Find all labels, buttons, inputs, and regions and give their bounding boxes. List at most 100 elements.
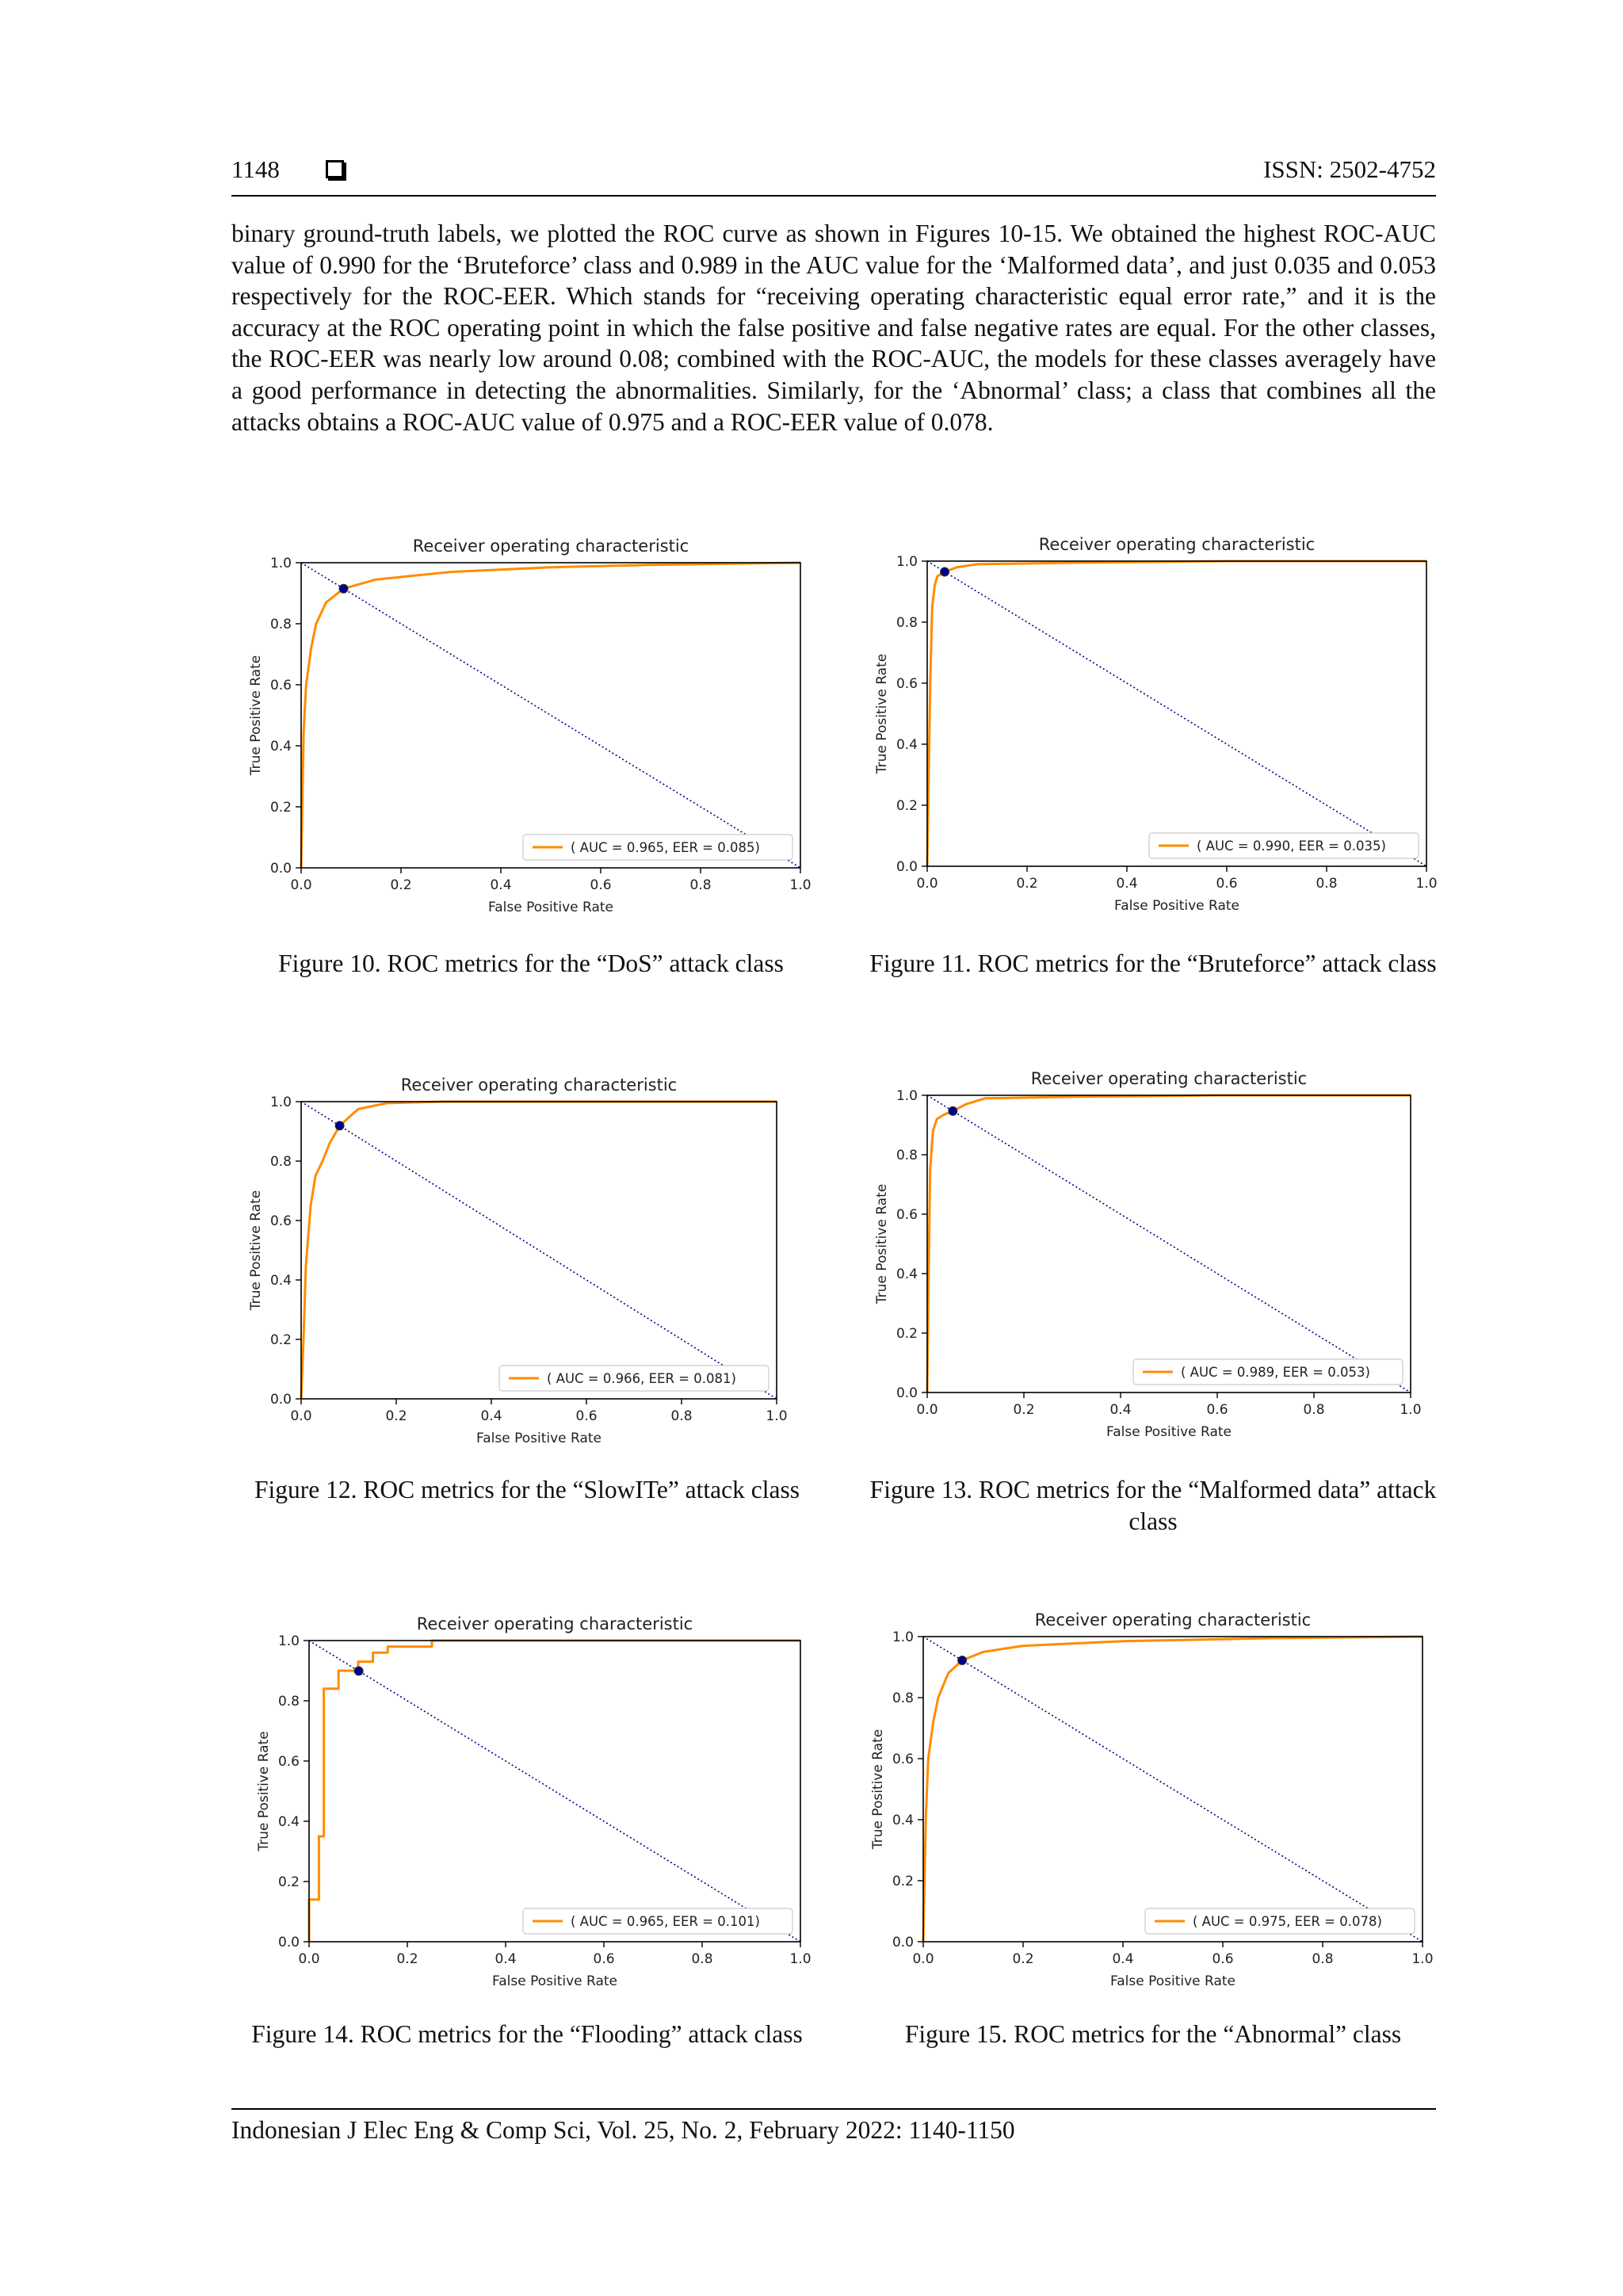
legend-label: ( AUC = 0.989, EER = 0.053) [1181, 1365, 1370, 1380]
x-tick-label: 0.2 [1013, 1402, 1034, 1418]
y-axis-label: True Positive Rate [256, 1731, 272, 1851]
figure-11-caption: Figure 11. ROC metrics for the “Brutefor… [869, 949, 1437, 977]
chance-diagonal-line [300, 1101, 777, 1400]
x-tick-label: 0.4 [1116, 876, 1137, 892]
x-tick-label: 0.0 [916, 876, 938, 892]
figure-15-chart: Receiver operating characteristic 0.0 0.2 0… [860, 1589, 1434, 2001]
x-tick-label: 0.0 [290, 877, 311, 893]
x-tick-label: 0.0 [916, 1402, 938, 1418]
x-tick-label: 0.8 [1316, 876, 1337, 892]
figure-13-caption: Figure 13. ROC metrics for the “Malforme… [869, 1476, 1437, 1535]
y-tick-label: 0.4 [270, 1273, 292, 1289]
y-tick-label: 0.4 [896, 737, 918, 753]
y-tick-label: 0.8 [270, 617, 292, 632]
x-tick-label: 0.0 [290, 1408, 311, 1424]
roc-chart-svg: Receiver operating characteristic 0.0 0.2 0… [874, 535, 1438, 914]
roc-chart-svg: Receiver operating characteristic 0.0 0.2 0… [248, 1075, 788, 1446]
x-tick-label: 0.2 [1016, 876, 1037, 892]
y-tick-label: 1.0 [896, 1088, 918, 1104]
eer-point-marker [948, 1106, 958, 1116]
figure-15-caption: Figure 15. ROC metrics for the “Abnormal… [904, 2020, 1402, 2048]
legend-box [1132, 1358, 1403, 1385]
y-tick-label: 1.0 [270, 556, 292, 571]
legend-label: ( AUC = 0.975, EER = 0.078) [1193, 1914, 1382, 1929]
y-tick-label: 0.0 [270, 861, 292, 877]
y-tick-label: 1.0 [278, 1633, 300, 1649]
chart-legend: ( AUC = 0.966, EER = 0.081) [498, 1365, 769, 1392]
x-tick-label: 0.0 [298, 1951, 319, 1967]
y-tick-label: 0.2 [892, 1874, 914, 1889]
y-tick-label: 0.4 [892, 1813, 914, 1828]
x-axis-label: False Positive Rate [1114, 898, 1239, 914]
chart-legend: ( AUC = 0.975, EER = 0.078) [1144, 1908, 1415, 1935]
chart-legend: ( AUC = 0.990, EER = 0.035) [1148, 832, 1419, 859]
legend-box [522, 1908, 793, 1935]
x-tick-label: 0.8 [1312, 1951, 1333, 1967]
x-tick-label: 1.0 [789, 1951, 811, 1967]
y-tick-label: 0.4 [270, 739, 292, 755]
y-tick-label: 0.8 [270, 1154, 292, 1170]
y-tick-label: 0.0 [896, 1385, 918, 1401]
eer-point-marker [957, 1656, 968, 1666]
x-tick-label: 1.0 [1415, 876, 1437, 892]
y-tick-label: 0.0 [892, 1935, 914, 1950]
plot-frame [926, 1095, 1411, 1393]
y-tick-label: 1.0 [892, 1629, 914, 1645]
legend-label: ( AUC = 0.965, EER = 0.085) [571, 840, 760, 855]
chart-title: Receiver operating characteristic [413, 537, 689, 556]
x-axis-label: False Positive Rate [492, 1973, 617, 1989]
x-tick-label: 0.2 [385, 1408, 407, 1424]
y-tick-label: 0.0 [270, 1392, 292, 1408]
footer-citation: Indonesian J Elec Eng & Comp Sci, Vol. 2… [231, 2116, 1015, 2144]
y-tick-label: 0.8 [896, 615, 918, 631]
eer-point-marker [334, 1121, 345, 1131]
x-tick-label: 0.8 [1303, 1402, 1324, 1418]
legend-box [1144, 1908, 1415, 1935]
y-tick-label: 0.6 [270, 678, 292, 693]
roc-curve-line [926, 1094, 1411, 1393]
chance-diagonal-line [308, 1640, 801, 1943]
y-axis-label: True Positive Rate [248, 1190, 264, 1311]
eer-point-marker [940, 567, 950, 577]
x-tick-label: 0.8 [689, 877, 711, 893]
chance-diagonal-line [926, 560, 1427, 867]
figure-10-caption: Figure 10. ROC metrics for the “DoS” att… [278, 949, 784, 977]
y-tick-label: 0.2 [270, 800, 292, 816]
roc-curve-line [300, 1100, 777, 1400]
plot-frame [926, 560, 1427, 867]
x-axis-label: False Positive Rate [476, 1431, 601, 1446]
x-tick-label: 1.0 [1411, 1951, 1433, 1967]
y-tick-label: 0.2 [896, 1326, 918, 1342]
x-tick-label: 0.4 [1109, 1402, 1131, 1418]
chart-title: Receiver operating characteristic [401, 1075, 677, 1095]
y-tick-label: 0.2 [270, 1332, 292, 1348]
body-text: binary ground-truth labels, we plotted t… [231, 218, 1436, 437]
page-header: 1148 ISSN: 2502-4752 [231, 155, 1436, 197]
roc-chart-svg: Receiver operating characteristic 0.0 0.2 0… [256, 1614, 812, 1989]
y-axis-label: True Positive Rate [874, 654, 890, 774]
figure-12-caption: Figure 12. ROC metrics for the “SlowITe”… [254, 1476, 800, 1503]
issn: ISSN: 2502-4752 [1263, 155, 1436, 183]
x-tick-label: 0.8 [670, 1408, 692, 1424]
y-tick-label: 0.8 [892, 1690, 914, 1706]
plot-frame [300, 562, 801, 869]
roc-chart-svg: Receiver operating characteristic 0.0 0.2 0… [870, 1610, 1434, 1989]
y-tick-label: 1.0 [270, 1095, 292, 1110]
chart-legend: ( AUC = 0.989, EER = 0.053) [1132, 1358, 1403, 1385]
page-number: 1148 [231, 155, 280, 183]
body-paragraph: binary ground-truth labels, we plotted t… [231, 220, 1436, 436]
figure-10-chart: Receiver operating characteristic 0.0 0.2 0… [238, 523, 812, 935]
x-tick-label: 0.6 [1206, 1402, 1228, 1418]
y-tick-label: 0.8 [278, 1694, 300, 1710]
y-tick-label: 0.0 [896, 859, 918, 875]
figure-14-chart: Receiver operating characteristic 0.0 0.2 0… [246, 1593, 816, 2005]
x-tick-label: 0.2 [396, 1951, 418, 1967]
x-tick-label: 1.0 [766, 1408, 787, 1424]
roc-curve-line [300, 561, 801, 869]
x-axis-label: False Positive Rate [488, 900, 613, 915]
y-tick-label: 0.6 [892, 1752, 914, 1767]
chart-title: Receiver operating characteristic [1031, 1069, 1307, 1088]
chart-legend: ( AUC = 0.965, EER = 0.085) [522, 834, 793, 861]
y-tick-label: 0.4 [278, 1814, 300, 1830]
figure-14-caption: Figure 14. ROC metrics for the “Flooding… [251, 2020, 803, 2048]
